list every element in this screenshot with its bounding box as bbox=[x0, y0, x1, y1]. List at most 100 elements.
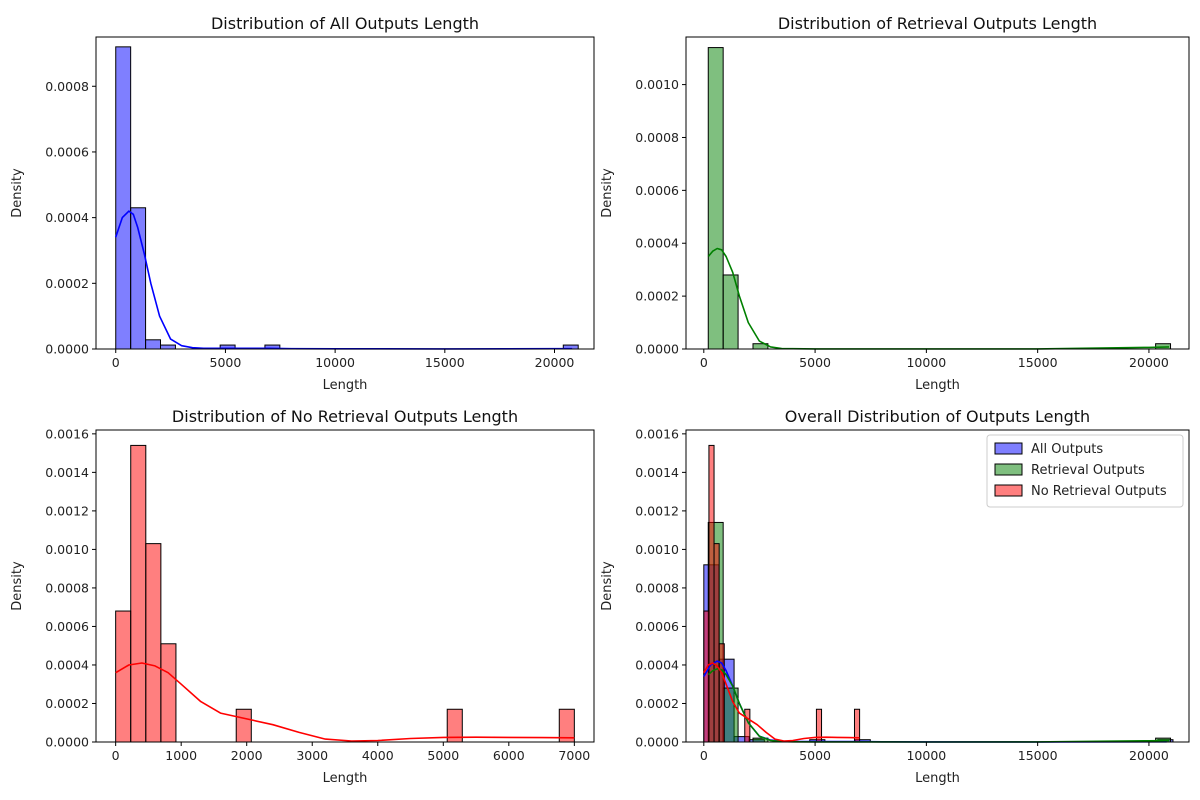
y-tick-label: 0.0000 bbox=[635, 342, 679, 357]
y-tick-label: 0.0010 bbox=[635, 77, 679, 92]
legend-label: Retrieval Outputs bbox=[1031, 463, 1145, 478]
hist-bar-3-4 bbox=[718, 643, 725, 743]
hist-bar-1-1 bbox=[707, 47, 724, 350]
y-tick-label: 0.0002 bbox=[45, 276, 89, 291]
kde-line-2 bbox=[707, 668, 1170, 743]
x-tick-label: 7000 bbox=[558, 748, 590, 763]
x-tick-label: 10000 bbox=[906, 748, 946, 763]
y-tick-label: 0.0008 bbox=[45, 580, 89, 595]
x-axis-label: Length bbox=[323, 771, 368, 786]
y-tick-label: 0.0004 bbox=[45, 210, 89, 225]
chart-title: Distribution of All Outputs Length bbox=[211, 14, 479, 33]
legend-swatch bbox=[994, 442, 1023, 455]
hist-bar-1-3 bbox=[145, 339, 161, 350]
x-tick-label: 5000 bbox=[427, 748, 459, 763]
legend-label: No Retrieval Outputs bbox=[1031, 484, 1167, 499]
x-tick-label: 1000 bbox=[165, 748, 197, 763]
x-axis-label: Length bbox=[915, 378, 960, 393]
y-tick-label: 0.0002 bbox=[635, 696, 679, 711]
chart-panel-3: 0 1000 2000 3000 4000 5000 6000 7000 0.0000 0.000… bbox=[10, 407, 595, 786]
legend-label: All Outputs bbox=[1031, 442, 1103, 457]
y-tick-label: 0.0004 bbox=[635, 236, 679, 251]
y-axis-label: Density bbox=[10, 561, 25, 611]
hist-bar-3-2 bbox=[708, 444, 715, 743]
kde-line-1 bbox=[114, 210, 573, 350]
x-tick-label: 0 bbox=[700, 748, 708, 763]
hist-bar-1-1 bbox=[115, 46, 132, 350]
y-tick-label: 0.0016 bbox=[635, 426, 679, 441]
legend-swatch bbox=[994, 463, 1023, 476]
chart-title: Distribution of Retrieval Outputs Length bbox=[778, 14, 1097, 33]
hist-bar-3-5 bbox=[744, 708, 751, 743]
kde-line-1 bbox=[703, 660, 1167, 743]
x-tick-label: 0 bbox=[112, 748, 120, 763]
y-tick-label: 0.0006 bbox=[635, 619, 679, 634]
hist-bar-1-4 bbox=[159, 344, 176, 350]
x-tick-label: 5000 bbox=[799, 355, 831, 370]
x-tick-label: 10000 bbox=[906, 355, 946, 370]
y-axis-label: Density bbox=[600, 561, 615, 611]
x-axis-label: Length bbox=[323, 378, 368, 393]
y-tick-label: 0.0010 bbox=[635, 542, 679, 557]
x-tick-label: 2000 bbox=[231, 748, 263, 763]
x-tick-label: 20000 bbox=[535, 355, 575, 370]
y-tick-label: 0.0012 bbox=[45, 503, 89, 518]
hist-bar-1-5 bbox=[235, 708, 252, 743]
hist-bar-1-1 bbox=[115, 610, 132, 743]
y-tick-label: 0.0008 bbox=[45, 79, 89, 94]
kde-line-3 bbox=[703, 662, 860, 742]
kde-line-1 bbox=[115, 662, 575, 742]
axes-frame bbox=[685, 36, 1190, 350]
legend-swatch bbox=[994, 484, 1023, 497]
y-tick-label: 0.0002 bbox=[45, 696, 89, 711]
y-tick-label: 0.0014 bbox=[45, 465, 89, 480]
chart-panel-2: 0 5000 10000 15000 20000 0.0000 0.0002 0.0004 0.… bbox=[600, 14, 1190, 393]
hist-bar-3-3 bbox=[713, 543, 720, 743]
y-axis-label: Density bbox=[600, 168, 615, 218]
y-tick-label: 0.0016 bbox=[45, 426, 89, 441]
x-tick-label: 0 bbox=[112, 355, 120, 370]
hist-bar-1-2 bbox=[130, 444, 147, 743]
y-tick-label: 0.0008 bbox=[635, 580, 679, 595]
hist-bar-1-3 bbox=[145, 543, 162, 743]
x-tick-label: 15000 bbox=[1018, 355, 1058, 370]
x-axis-label: Length bbox=[915, 771, 960, 786]
x-tick-label: 5000 bbox=[799, 748, 831, 763]
y-axis-label: Density bbox=[10, 168, 25, 218]
y-tick-label: 0.0006 bbox=[45, 144, 89, 159]
kde-line-1 bbox=[707, 247, 1170, 350]
axes-frame bbox=[95, 36, 595, 350]
y-tick-label: 0.0010 bbox=[45, 542, 89, 557]
chart-panel-4: 0 5000 10000 15000 20000 0.0000 0.0002 0.0004 0.… bbox=[600, 407, 1190, 786]
x-tick-label: 10000 bbox=[315, 355, 355, 370]
y-tick-label: 0.0000 bbox=[45, 735, 89, 750]
x-tick-label: 20000 bbox=[1129, 355, 1169, 370]
x-tick-label: 6000 bbox=[493, 748, 525, 763]
axes-frame bbox=[95, 429, 595, 743]
legend: All Outputs Retrieval Outputs No Retrieval… bbox=[986, 434, 1184, 508]
chart-title: Overall Distribution of Outputs Length bbox=[785, 407, 1090, 426]
x-tick-label: 15000 bbox=[1018, 748, 1058, 763]
y-tick-label: 0.0012 bbox=[635, 503, 679, 518]
x-tick-label: 15000 bbox=[425, 355, 465, 370]
x-tick-label: 3000 bbox=[296, 748, 328, 763]
axes-frame bbox=[685, 429, 1190, 743]
y-tick-label: 0.0006 bbox=[635, 183, 679, 198]
y-tick-label: 0.0014 bbox=[635, 465, 679, 480]
y-tick-label: 0.0004 bbox=[45, 657, 89, 672]
y-tick-label: 0.0006 bbox=[45, 619, 89, 634]
y-tick-label: 0.0008 bbox=[635, 130, 679, 145]
y-tick-label: 0.0004 bbox=[635, 657, 679, 672]
chart-title: Distribution of No Retrieval Outputs Len… bbox=[172, 407, 518, 426]
x-tick-label: 0 bbox=[700, 355, 708, 370]
hist-bar-1-4 bbox=[160, 643, 177, 743]
x-tick-label: 5000 bbox=[210, 355, 242, 370]
y-tick-label: 0.0000 bbox=[635, 735, 679, 750]
legend-box bbox=[986, 434, 1184, 508]
x-tick-label: 4000 bbox=[362, 748, 394, 763]
y-tick-label: 0.0000 bbox=[45, 342, 89, 357]
x-tick-label: 20000 bbox=[1129, 748, 1169, 763]
y-tick-label: 0.0002 bbox=[635, 289, 679, 304]
chart-panel-1: 0 5000 10000 15000 20000 0.0000 0.0002 0.0004 0.… bbox=[10, 14, 595, 393]
